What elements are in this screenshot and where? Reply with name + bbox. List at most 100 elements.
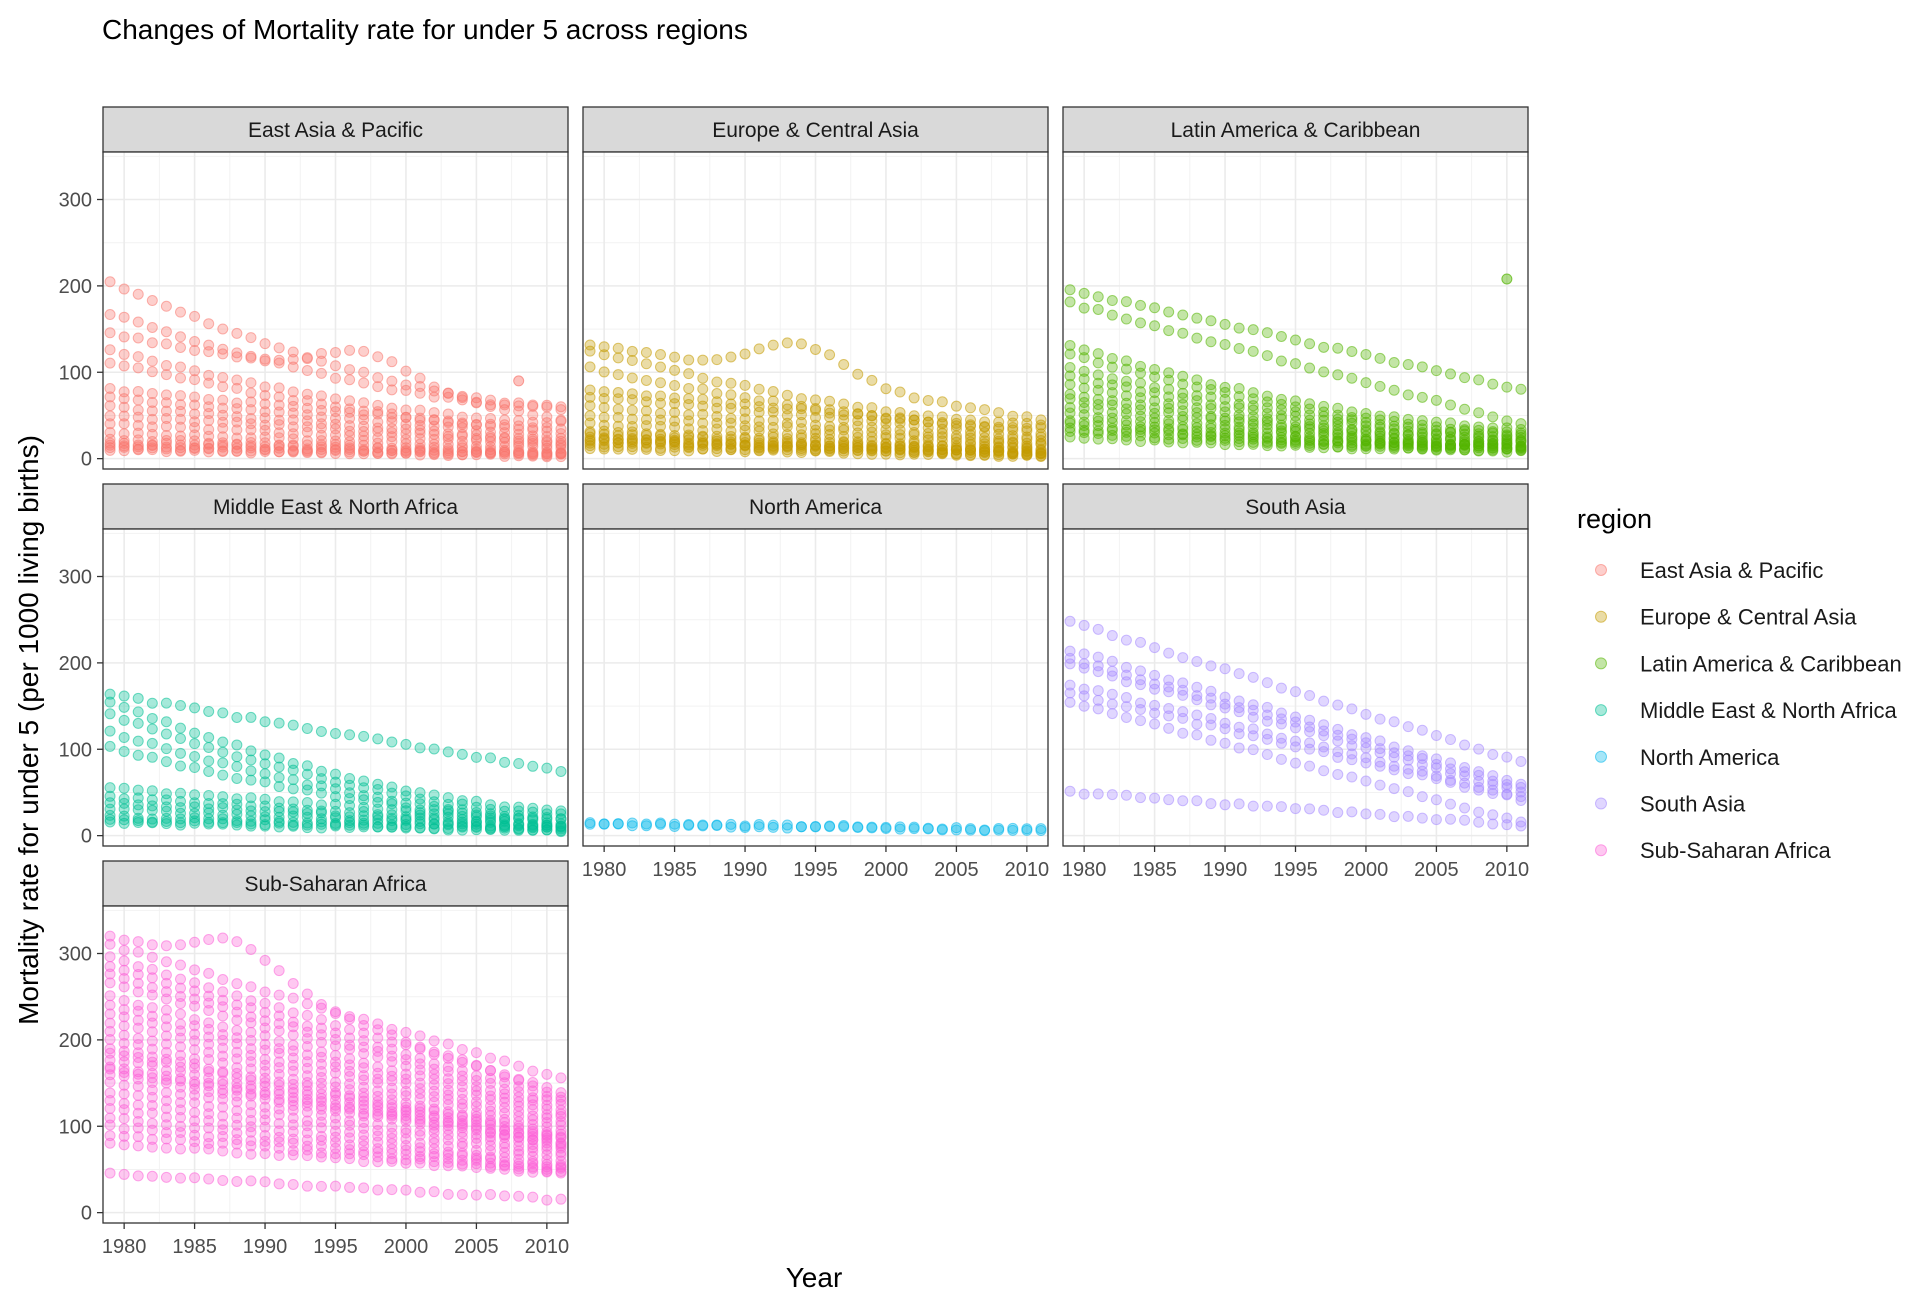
data-point — [1191, 729, 1203, 741]
data-point — [1120, 434, 1132, 446]
data-point — [852, 368, 864, 380]
data-point — [598, 341, 610, 353]
data-point — [1106, 708, 1118, 720]
data-point — [315, 1002, 327, 1014]
data-point — [753, 383, 765, 395]
data-point — [175, 1041, 186, 1053]
data-point — [400, 1157, 412, 1169]
data-point — [372, 1077, 384, 1089]
data-point — [344, 1107, 356, 1119]
data-point — [1515, 794, 1527, 806]
data-point — [259, 406, 271, 418]
data-point — [1035, 825, 1047, 836]
data-point — [456, 446, 468, 458]
data-point — [1445, 776, 1456, 788]
data-point — [118, 973, 130, 985]
data-point — [470, 751, 482, 763]
data-point — [231, 1105, 243, 1117]
data-point — [315, 1134, 327, 1146]
data-point — [626, 437, 638, 449]
data-point — [358, 1116, 370, 1128]
data-point — [1163, 794, 1175, 806]
facet-strip-label: Latin America & Caribbean — [1171, 119, 1421, 142]
data-point — [189, 750, 201, 762]
data-point — [838, 406, 850, 418]
data-point — [499, 404, 511, 416]
data-point — [118, 401, 130, 413]
data-point — [669, 380, 681, 392]
data-point — [1430, 443, 1442, 455]
data-point — [1416, 812, 1428, 824]
data-point — [1191, 417, 1203, 429]
data-point — [259, 800, 271, 812]
data-point — [118, 348, 130, 360]
data-point — [118, 690, 130, 702]
data-point — [358, 1099, 370, 1111]
data-point — [330, 372, 341, 384]
data-point — [1092, 694, 1104, 706]
data-point — [203, 1173, 215, 1185]
data-point — [1360, 412, 1372, 424]
data-point — [1149, 699, 1161, 711]
data-point — [175, 1104, 186, 1116]
data-point — [965, 824, 976, 836]
panel-points — [104, 276, 567, 463]
panel-border — [102, 151, 569, 470]
data-point — [273, 717, 285, 729]
data-point — [358, 1013, 370, 1025]
data-point — [499, 432, 511, 444]
data-point — [231, 397, 243, 409]
data-point — [908, 392, 920, 404]
data-point — [315, 390, 327, 402]
data-point — [527, 1077, 539, 1089]
data-point — [1332, 441, 1344, 453]
data-point — [203, 1023, 215, 1035]
data-point — [1459, 781, 1471, 793]
data-point — [175, 342, 186, 354]
data-point — [795, 821, 807, 833]
data-point — [315, 347, 327, 359]
data-point — [344, 1181, 356, 1193]
data-point — [1120, 375, 1132, 387]
data-point — [189, 985, 201, 997]
data-point — [175, 405, 186, 417]
data-point — [175, 1134, 186, 1146]
data-point — [1290, 431, 1301, 443]
data-point — [1318, 442, 1330, 454]
data-point — [1219, 698, 1231, 710]
data-point — [160, 1087, 172, 1099]
data-point — [1007, 824, 1019, 836]
data-point — [527, 1142, 539, 1154]
data-point — [245, 447, 257, 459]
data-point — [273, 414, 285, 426]
data-point — [358, 794, 370, 806]
data-point — [1445, 813, 1456, 825]
data-point — [626, 388, 638, 400]
data-point — [725, 402, 737, 414]
data-point — [1092, 369, 1104, 381]
data-point — [160, 1030, 172, 1042]
data-point — [1261, 327, 1273, 339]
data-point — [555, 826, 567, 838]
data-point — [513, 1165, 525, 1177]
x-tick-label: 1980 — [102, 1236, 147, 1258]
data-point — [245, 944, 257, 956]
data-point — [358, 1129, 370, 1141]
facet-strip — [582, 483, 1049, 530]
data-point — [612, 342, 624, 354]
data-point — [175, 807, 186, 819]
chart-title: Changes of Mortality rate for under 5 ac… — [102, 14, 748, 45]
data-point — [175, 372, 186, 384]
data-point — [470, 434, 482, 446]
data-point — [669, 439, 681, 451]
data-point — [541, 1068, 553, 1080]
x-tick-label: 1985 — [652, 859, 697, 881]
data-point — [1332, 342, 1344, 354]
data-point — [499, 1156, 511, 1168]
data-point — [1177, 795, 1189, 807]
data-point — [428, 1048, 440, 1060]
data-point — [118, 701, 130, 713]
data-point — [1078, 352, 1090, 364]
data-point — [1487, 411, 1499, 423]
data-point — [146, 1077, 158, 1089]
